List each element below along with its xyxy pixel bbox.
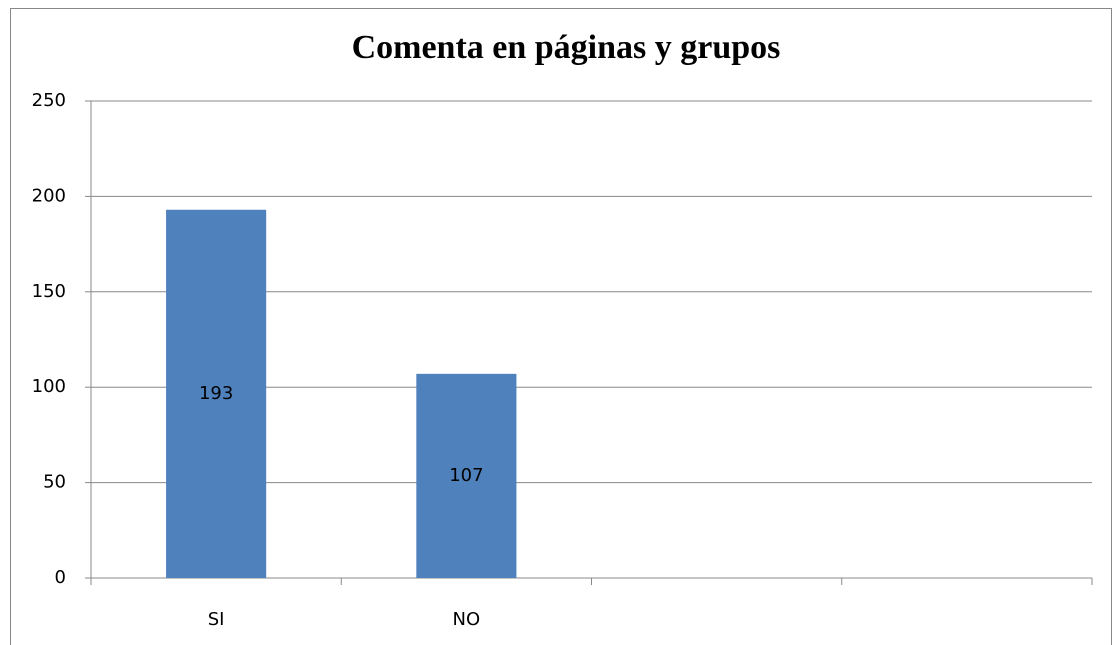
y-tick-label: 250 xyxy=(32,90,66,111)
bar xyxy=(166,209,267,579)
data-label: 107 xyxy=(449,465,483,486)
y-tick-label: 150 xyxy=(32,281,66,302)
y-tick-label: 100 xyxy=(32,376,66,397)
y-tick-label: 50 xyxy=(43,472,66,493)
chart-title: Comenta en páginas y grupos xyxy=(352,29,781,66)
x-tick-label: NO xyxy=(453,609,481,630)
y-tick-label: 0 xyxy=(55,567,66,588)
data-label: 193 xyxy=(199,383,233,404)
y-tick-label: 200 xyxy=(32,185,66,206)
bar xyxy=(416,373,517,578)
x-tick-label: SI xyxy=(208,609,225,630)
